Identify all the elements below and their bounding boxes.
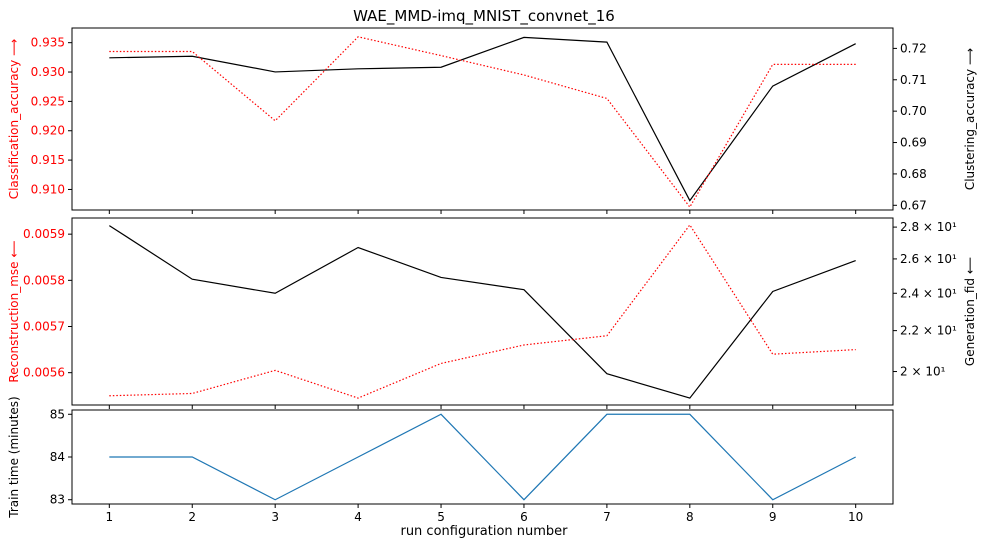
x-tick-label-2: 2 [188,510,196,524]
right-tick-label-2-5: 2.8 × 10¹ [900,220,957,234]
x-tick-label-3: 3 [271,510,279,524]
left-tick-label-1-1: 0.910 [31,182,65,196]
x-tick-label-5: 5 [437,510,445,524]
x-tick-label-1: 1 [105,510,113,524]
right-tick-label-2-4: 2.6 × 10¹ [900,252,957,266]
panel-2-frame [71,217,894,406]
right-tick-label-2-3: 2.4 × 10¹ [900,286,957,300]
left-axis-label-1: Classification_accuracy ⟶ [7,39,21,200]
x-tick-label-8: 8 [686,510,694,524]
panel-1-frame [71,27,894,211]
right-tick-label-1-3: 0.69 [900,136,927,150]
left-tick-label-1-2: 0.915 [31,153,65,167]
right-axis-label-1: Clustering_accuracy ⟶ [963,48,977,190]
x-tick-label-9: 9 [769,510,777,524]
right-tick-label-1-6: 0.72 [900,41,927,55]
panel-2: 0.0056 0.0057 0.0058 0.0059Reconstruction_m… [7,217,977,409]
series-classification_accuracy-line [109,36,856,209]
series-clustering_accuracy-line [109,36,856,202]
series-train-time-line [109,413,856,501]
left-tick-label-2-4: 0.0059 [23,227,65,241]
left-tick-label-3-2: 84 [50,450,65,464]
right-tick-label-2-2: 2.2 × 10¹ [900,324,957,338]
left-tick-label-2-2: 0.0057 [23,320,65,334]
series-reconstruction_mse-line [109,223,856,399]
left-tick-label-3-3: 85 [50,407,65,421]
series-generation_fid-line [108,225,856,399]
x-tick-label-10: 10 [848,510,863,524]
panel-3: 1 2 3 4 5 6 7 8 9 10 83 84 85 Train time (minutes) [7,396,894,524]
left-tick-label-3-1: 83 [50,493,65,507]
x-tick-label-4: 4 [354,510,362,524]
left-tick-label-2-1: 0.0056 [23,366,65,380]
left-tick-label-1-6: 0.935 [31,36,65,50]
left-tick-label-1-5: 0.930 [31,65,65,79]
x-tick-label-7: 7 [603,510,611,524]
right-tick-label-2-1: 2 × 10¹ [900,365,946,379]
panel-1: 0.910 0.915 0.920 0.925 0.930 0.935 Classifica… [7,27,977,214]
left-tick-label-2-3: 0.0058 [23,273,65,287]
left-tick-label-1-3: 0.920 [31,124,65,138]
left-axis-label-3: Train time (minutes) [7,396,21,518]
x-axis-label: run configuration number [400,524,568,539]
left-axis-label-2: Reconstruction_mse ⟵ [7,240,21,382]
panels-group: 0.910 0.915 0.920 0.925 0.930 0.935 Classifica… [7,27,977,524]
right-tick-label-1-5: 0.71 [900,73,927,87]
right-tick-label-1-4: 0.70 [900,104,927,118]
chart-title: WAE_MMD-imq_MNIST_convnet_16 [353,7,615,26]
x-tick-label-6: 6 [520,510,528,524]
left-tick-label-1-4: 0.925 [31,94,65,108]
right-tick-label-1-2: 0.68 [900,167,927,181]
right-tick-label-1-1: 0.67 [900,198,927,212]
right-axis-label-2: Generation_fid ⟵ [963,257,977,366]
